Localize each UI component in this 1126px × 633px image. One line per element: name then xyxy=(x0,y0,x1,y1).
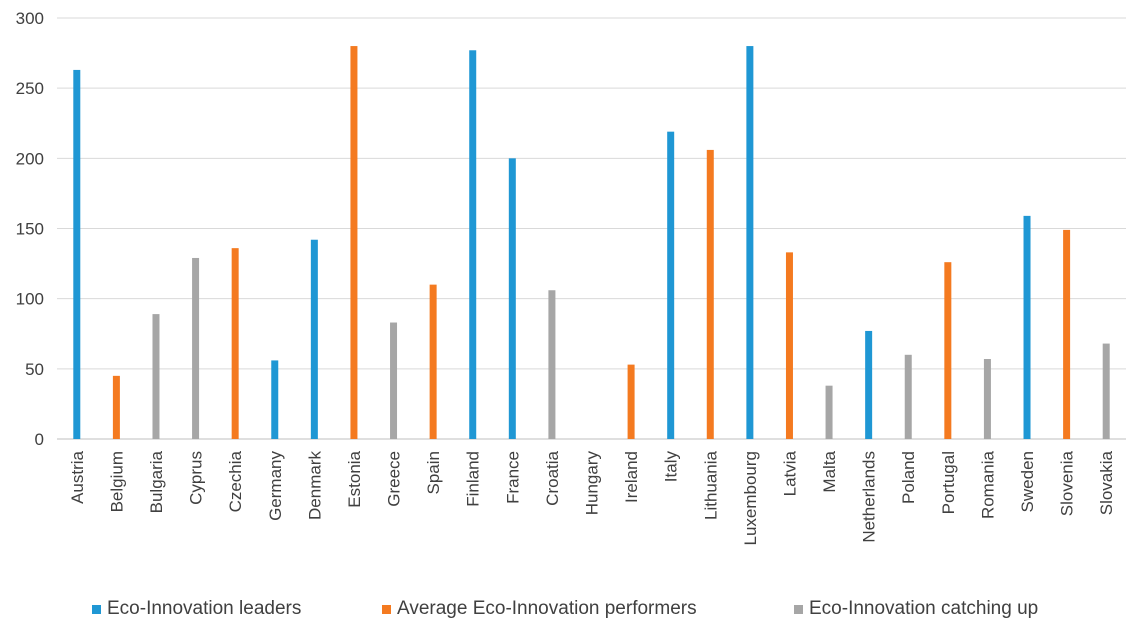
bar-eco-innovation-leaders-finland xyxy=(469,50,477,439)
legend-label-leaders: Eco-Innovation leaders xyxy=(107,598,302,619)
x-tick-label: Portugal xyxy=(939,451,958,514)
bar-average-eco-innovation-performers-slovenia xyxy=(1063,229,1071,439)
bar-eco-innovation-catching-up-croatia xyxy=(548,290,556,439)
bar-eco-innovation-leaders-france xyxy=(508,158,516,440)
x-tick-label: Austria xyxy=(68,450,87,503)
x-tick-label: Latvia xyxy=(780,450,799,496)
x-tick-label: Slovakia xyxy=(1097,450,1116,515)
y-tick-label: 0 xyxy=(35,430,44,449)
x-tick-label: Romania xyxy=(978,450,997,519)
bar-eco-innovation-leaders-austria xyxy=(73,69,81,439)
bar-average-eco-innovation-performers-ireland xyxy=(627,364,635,439)
legend-item-leaders: Eco-Innovation leaders xyxy=(92,598,301,620)
y-tick-label: 300 xyxy=(16,9,44,28)
x-tick-label: Slovenia xyxy=(1058,450,1077,516)
bar-eco-innovation-catching-up-romania xyxy=(983,359,991,439)
x-tick-label: Germany xyxy=(266,451,285,521)
legend-label-average: Average Eco-Innovation performers xyxy=(397,598,697,619)
x-tick-label: Netherlands xyxy=(860,451,879,543)
bar-eco-innovation-catching-up-greece xyxy=(390,322,398,439)
y-tick-label: 50 xyxy=(25,360,44,379)
x-tick-label: Malta xyxy=(820,450,839,492)
bar-average-eco-innovation-performers-spain xyxy=(429,284,437,439)
y-tick-label: 200 xyxy=(16,149,44,168)
x-axis: Austria Belgium Bulgaria Cyprus Czechia Germa… xyxy=(68,450,1116,545)
bars xyxy=(73,46,1110,440)
x-tick-label: Lithuania xyxy=(701,450,720,520)
x-tick-label: Finland xyxy=(464,451,483,507)
bar-eco-innovation-catching-up-bulgaria xyxy=(152,314,160,439)
bar-average-eco-innovation-performers-latvia xyxy=(785,252,793,439)
bar-eco-innovation-leaders-sweden xyxy=(1023,215,1031,439)
bar-eco-innovation-catching-up-slovakia xyxy=(1102,343,1110,439)
legend-swatch-average xyxy=(382,604,391,614)
x-tick-label: Bulgaria xyxy=(147,450,166,513)
bar-eco-innovation-leaders-luxembourg xyxy=(746,46,754,440)
x-tick-label: Spain xyxy=(424,451,443,494)
bar-eco-innovation-leaders-netherlands xyxy=(865,330,873,439)
x-tick-label: Cyprus xyxy=(187,451,206,505)
bar-average-eco-innovation-performers-portugal xyxy=(944,262,952,439)
legend-swatch-leaders xyxy=(92,604,101,614)
x-tick-label: Sweden xyxy=(1018,451,1037,512)
legend-swatch-catching-up xyxy=(794,604,803,614)
bar-eco-innovation-leaders-denmark xyxy=(310,239,318,439)
gridlines xyxy=(57,17,1126,440)
bar-average-eco-innovation-performers-lithuania xyxy=(706,149,714,439)
bar-eco-innovation-leaders-italy xyxy=(667,131,675,440)
x-tick-label: Czechia xyxy=(226,450,245,512)
x-tick-label: Greece xyxy=(385,451,404,507)
bar-average-eco-innovation-performers-estonia xyxy=(350,46,358,440)
x-tick-label: Estonia xyxy=(345,450,364,507)
x-tick-label: Denmark xyxy=(305,451,324,520)
x-tick-label: Ireland xyxy=(622,451,641,503)
x-tick-label: Hungary xyxy=(583,451,602,516)
bar-average-eco-innovation-performers-czechia xyxy=(231,248,239,439)
x-tick-label: Poland xyxy=(899,451,918,504)
legend-item-catching-up: Eco-Innovation catching up xyxy=(794,598,1038,620)
bar-eco-innovation-catching-up-malta xyxy=(825,385,833,439)
bar-eco-innovation-catching-up-cyprus xyxy=(192,257,200,439)
y-axis: 0 50 100 150 200 250 300 xyxy=(16,9,44,449)
bar-eco-innovation-leaders-germany xyxy=(271,360,279,439)
legend-label-catching-up: Eco-Innovation catching up xyxy=(809,598,1039,619)
x-tick-label: France xyxy=(503,451,522,504)
x-tick-label: Italy xyxy=(662,451,681,483)
x-tick-label: Luxembourg xyxy=(741,451,760,546)
x-tick-label: Belgium xyxy=(107,451,126,512)
y-tick-label: 250 xyxy=(16,79,44,98)
legend-item-average: Average Eco-Innovation performers xyxy=(382,598,697,620)
y-tick-label: 150 xyxy=(16,220,44,239)
x-tick-label: Croatia xyxy=(543,450,562,505)
y-tick-label: 100 xyxy=(16,290,44,309)
bar-eco-innovation-catching-up-poland xyxy=(904,354,912,439)
legend: Eco-Innovation leaders Average Eco-Innov… xyxy=(0,598,1126,628)
bar-average-eco-innovation-performers-belgium xyxy=(112,375,120,439)
